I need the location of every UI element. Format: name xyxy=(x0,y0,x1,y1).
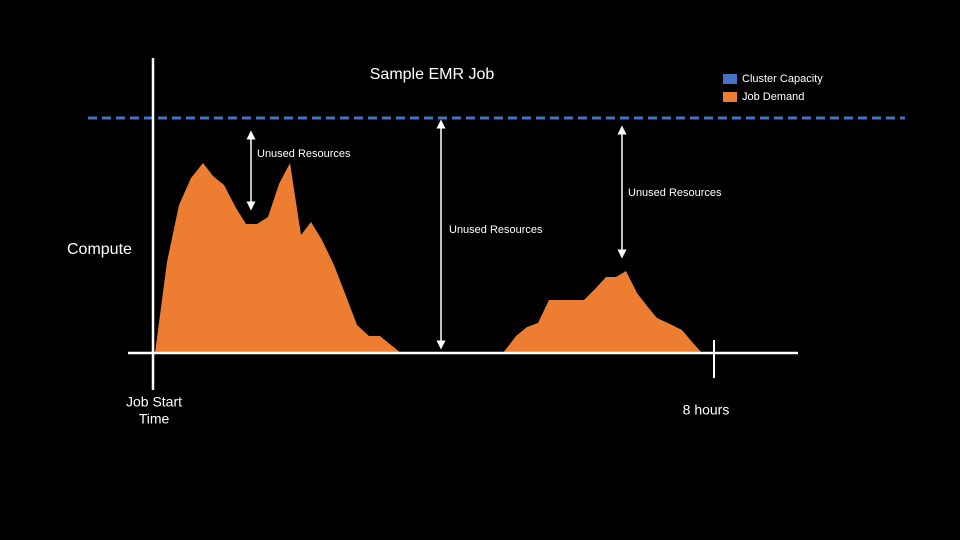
x-end-label: 8 hours xyxy=(683,402,730,418)
title: Sample EMR Job xyxy=(370,66,495,83)
annotation: Unused Resources xyxy=(257,148,351,160)
legend-swatch xyxy=(723,92,737,102)
legend-label: Cluster Capacity xyxy=(742,73,823,85)
legend-swatch xyxy=(723,74,737,84)
x-start-label: Job Start xyxy=(126,394,182,410)
annotation: Unused Resources xyxy=(628,187,722,199)
annotation: Unused Resources xyxy=(449,224,543,236)
x-start-label: Time xyxy=(139,411,170,427)
demand-area xyxy=(155,163,401,353)
demand-area xyxy=(503,271,702,353)
legend-label: Job Demand xyxy=(742,91,804,103)
y-axis-label: Compute xyxy=(67,241,132,258)
